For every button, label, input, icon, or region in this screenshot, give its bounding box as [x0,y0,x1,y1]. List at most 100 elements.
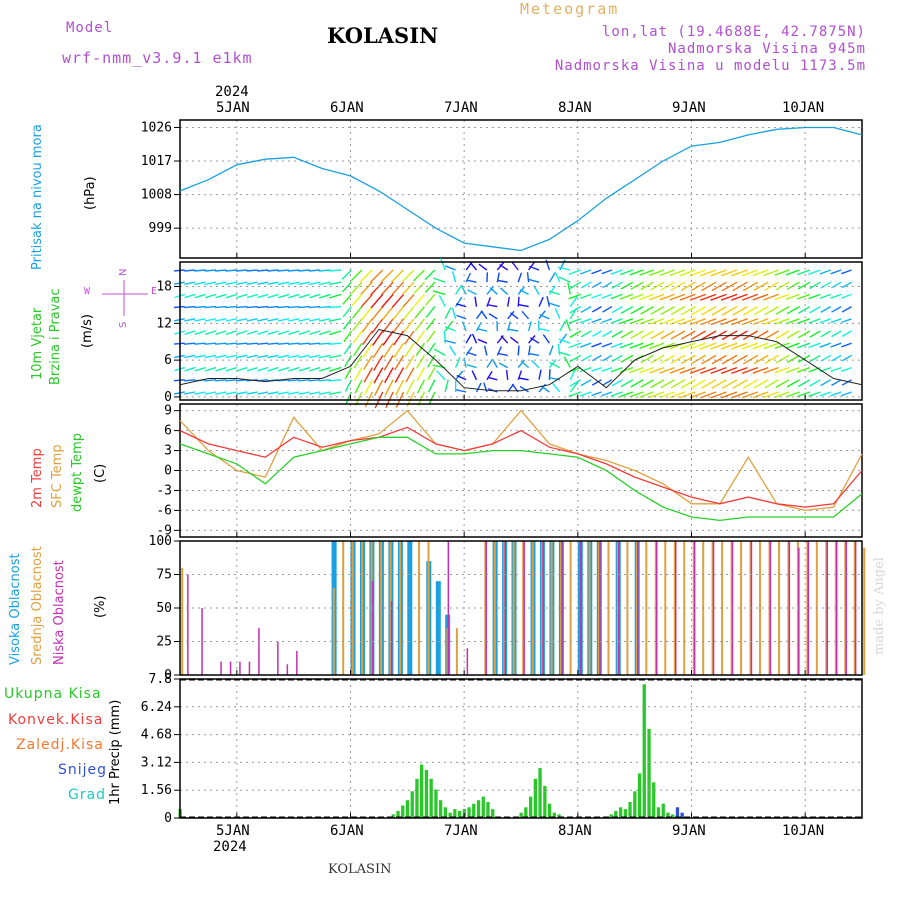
wind-arrow [444,265,456,271]
wind-arrow [257,354,269,359]
wind-arrow [440,257,446,271]
wind-arrow [690,305,707,316]
wind-arrow [689,318,706,326]
wind-arrow [619,391,634,398]
low-cloud-bar [296,650,298,675]
wind-arrow [184,391,196,395]
wind-arrow [731,366,748,375]
wind-arrow [720,293,738,301]
wind-arrow [246,354,258,359]
mid-cloud-bar [787,541,790,675]
y-tick-label: 3 [164,444,172,459]
mid-cloud-bar [351,541,354,675]
y-tick-label: 18 [156,280,172,295]
wind-arrow [390,269,404,283]
wind-arrow [308,318,321,322]
wind-arrow [763,366,779,374]
wind-arrow [841,391,852,397]
total-precip-bar [486,802,490,818]
wind-arrow [489,287,498,295]
wind-arrow [548,290,561,296]
wind-arrow [328,305,342,309]
wind-arrow [267,305,279,309]
wind-arrow [480,310,488,320]
mid-cloud-bar [778,541,780,675]
wind-arrow [236,354,248,359]
wind-arrow [660,379,675,389]
wind-arrow [370,281,384,296]
wind-arrow [184,330,196,335]
wind-dir-east: E [151,286,158,297]
total-precip-bar [491,809,495,818]
wind-arrow [680,354,696,365]
wind-arrow [341,269,352,280]
low-cloud-bar [854,541,857,675]
wind-arrow [601,293,613,299]
wind-arrow [640,281,654,291]
wind-arrow [465,334,472,344]
wind-arrow [629,366,644,374]
wind-arrow [288,391,300,395]
wind-arrow [640,354,654,364]
wind-arrow [308,269,321,272]
total-precip-bar [457,810,462,818]
total-precip-bar [401,805,405,818]
total-precip-bar [476,800,481,818]
wind-arrow [508,328,519,332]
wind-arrow [467,289,477,296]
wind-arrow [204,318,217,322]
wind-arrow [298,293,311,299]
wind-arrow [763,342,779,350]
wind-arrow [659,366,675,374]
date-bottom-5jan: 5JAN [216,823,250,839]
wind-arrow [341,281,352,293]
low-cloud-bar [712,541,715,675]
wind-arrow [710,342,727,350]
wind-arrow [558,276,571,283]
date-top-10jan: 10JAN [782,100,825,116]
wind-arrow [611,281,623,289]
total-precip-bar [391,814,395,818]
model-elevation-label: Nadmorska Visina u modelu 1173.5m [554,58,866,74]
wind-arrow [620,354,634,363]
low-cloud-bar [656,541,658,675]
wind-arrow [841,318,852,324]
wind-arrow [731,391,748,399]
wind-arrow [184,305,196,309]
wind-arrow [610,269,623,275]
wind-arrow [619,269,634,276]
wind-arrow [752,366,769,374]
wind-arrow [371,306,384,321]
total-precip-bar [472,803,476,818]
wind-arrow [527,321,532,332]
y-tick-label: -3 [156,483,172,498]
wind-arrow [629,269,644,276]
wind-arrow [690,379,707,389]
wind-arrow [701,354,717,365]
wind-arrow [741,293,759,301]
y-tick-label: 1.56 [141,783,172,798]
wind-arrow [753,354,769,365]
y-tick-label: 12 [156,316,172,331]
wind-arrow [456,314,467,320]
y-tick-label: 0 [164,390,172,405]
wind-arrow [611,379,623,387]
wind-arrow [204,391,217,395]
wind-arrow [277,305,289,309]
wind-arrow [328,269,342,272]
wind-arrow [711,281,727,292]
wind-arrow [830,318,842,324]
wind-arrow [775,281,790,291]
wind-arrow [820,379,832,387]
wind-arrow [741,366,759,374]
wind-arrow [610,391,623,397]
wind-arrow [384,367,394,384]
wind-arrow [610,293,623,300]
model-label: Model [66,20,114,36]
wind-arrow [528,278,540,283]
wind-arrow [298,330,311,335]
wind-arrow [405,355,415,370]
wind-arrow [454,356,461,368]
wind-arrow [433,277,446,283]
wind-arrow [764,305,779,316]
